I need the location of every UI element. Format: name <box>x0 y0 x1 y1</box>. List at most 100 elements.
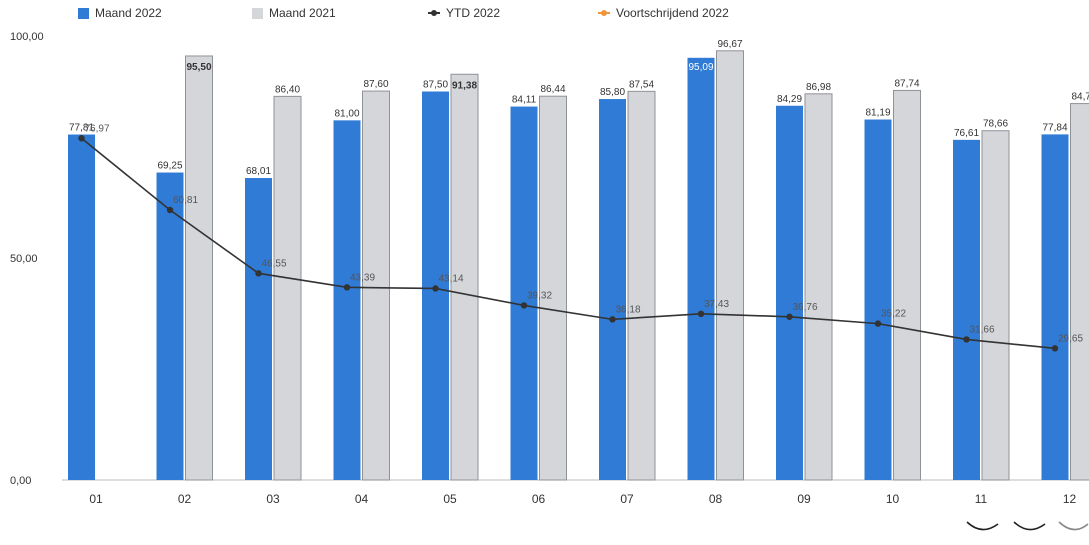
bar-label-maand-2022: 77,84 <box>1042 122 1067 133</box>
ytd-2022-label: 31,66 <box>970 324 995 335</box>
legend-item[interactable]: Maand 2022 <box>78 6 162 20</box>
legend-swatch <box>252 7 263 19</box>
x-tick-label: 05 <box>443 492 457 506</box>
y-tick-label: 50,00 <box>10 253 38 265</box>
bar-maand-2022 <box>776 105 803 480</box>
bar-maand-2021 <box>273 95 302 481</box>
bar-maand-2022 <box>953 139 980 480</box>
bar-maand-2022 <box>245 178 272 481</box>
ytd-2022-label: 36,18 <box>616 304 641 315</box>
ytd-2022-point <box>963 336 970 343</box>
bar-maand-2022 <box>1041 134 1069 481</box>
bar-maand-2021 <box>804 93 833 481</box>
bar-maand-2021 <box>362 90 390 481</box>
x-tick-label: 09 <box>797 492 811 506</box>
ytd-2022-label: 43,39 <box>350 272 375 283</box>
bar-label-maand-2021: 78,66 <box>983 119 1008 130</box>
ytd-2022-point <box>520 302 528 309</box>
ytd-2022-point <box>343 284 351 291</box>
x-tick-label: 06 <box>532 492 546 506</box>
bar-label-maand-2022: 81,00 <box>334 108 359 119</box>
x-tick-label: 08 <box>709 492 723 506</box>
ytd-2022-point <box>166 206 174 214</box>
legend-item[interactable]: Voortschrijdend 2022 <box>598 6 729 20</box>
bar-label-maand-2022: 77,81 <box>69 123 94 134</box>
legend-item[interactable]: Maand 2021 <box>252 6 336 20</box>
bar-label-maand-2022: 81,19 <box>865 108 890 119</box>
bar-maand-2021 <box>539 95 567 481</box>
x-tick-label: 01 <box>89 492 103 506</box>
bar-label-maand-2021: 87,74 <box>894 78 919 89</box>
bar-label-maand-2021: 86,44 <box>540 84 565 95</box>
ytd-2022-label: 35,22 <box>881 309 906 320</box>
ytd-2022-point <box>786 313 793 320</box>
bar-label-maand-2021: 84,78 <box>1071 92 1089 103</box>
bar-label-maand-2021: 91,38 <box>452 80 477 91</box>
ytd-2022-label: 46,55 <box>262 258 287 269</box>
x-tick-label: 07 <box>620 492 634 506</box>
bar-label-maand-2022: 84,29 <box>777 94 802 105</box>
ytd-2022-label: 60,81 <box>173 195 198 206</box>
x-tick-label: 11 <box>975 492 988 506</box>
bar-label-maand-2021: 96,67 <box>717 39 742 50</box>
legend-label: Maand 2021 <box>269 6 336 20</box>
bar-maand-2022 <box>68 134 95 480</box>
bar-label-maand-2022: 87,50 <box>423 80 448 91</box>
bar-maand-2021 <box>893 89 921 481</box>
bar-maand-2021 <box>1070 103 1089 481</box>
bar-label-maand-2021: 87,60 <box>363 79 388 90</box>
bar-label-maand-2022: 76,61 <box>954 128 979 139</box>
bar-maand-2022 <box>687 57 715 480</box>
legend-label: YTD 2022 <box>446 6 501 20</box>
ytd-2022-line <box>80 137 1056 350</box>
bar-label-maand-2022: 69,25 <box>157 161 182 172</box>
bar-label-maand-2022: 85,80 <box>600 87 625 98</box>
legend-swatch <box>78 7 89 19</box>
legend-item[interactable]: YTD 2022 <box>428 6 500 20</box>
bar-label-maand-2022: 68,01 <box>246 166 271 177</box>
bar-label-maand-2021: 86,98 <box>806 82 831 93</box>
x-tick-label: 03 <box>266 492 280 506</box>
x-tick-label: 04 <box>355 492 369 506</box>
ytd-2022-point <box>78 135 85 142</box>
ytd-2022-label: 39,32 <box>527 290 552 301</box>
bar-maand-2022 <box>333 120 361 481</box>
bar-maand-2021 <box>716 50 744 481</box>
ytd-2022-point <box>255 270 262 277</box>
legend-line-marker <box>598 7 610 19</box>
bar-label-maand-2021: 95,50 <box>186 62 211 73</box>
ytd-2022-label: 29,65 <box>1058 333 1083 344</box>
ytd-2022-label: 36,76 <box>793 302 818 313</box>
bar-maand-2022 <box>864 119 892 480</box>
ytd-2022-label: 76,97 <box>85 123 110 134</box>
ytd-2022-point <box>1051 345 1059 352</box>
bar-maand-2022 <box>510 106 538 480</box>
bar-label-maand-2021: 86,40 <box>275 84 300 95</box>
bar-label-maand-2022: 95,09 <box>688 62 713 73</box>
x-tick-label: 10 <box>886 492 900 506</box>
ytd-2022-point <box>609 316 616 323</box>
x-tick-label: 12 <box>1063 492 1077 506</box>
x-tick-label: 02 <box>178 492 192 506</box>
legend-label: Maand 2022 <box>95 6 162 20</box>
y-tick-label: 100,00 <box>10 31 44 43</box>
bar-maand-2022 <box>156 172 184 480</box>
bar-label-maand-2021: 87,54 <box>629 79 654 90</box>
ytd-2022-label: 37,43 <box>704 299 729 310</box>
bar-maand-2021 <box>981 130 1010 481</box>
bar-maand-2021 <box>185 55 213 481</box>
bar-maand-2021 <box>450 73 479 481</box>
ytd-2022-point <box>874 320 882 327</box>
ytd-2022-point <box>697 310 705 318</box>
bar-maand-2021 <box>627 90 656 481</box>
bar-maand-2022 <box>599 99 626 480</box>
y-tick-label: 0,00 <box>10 475 31 487</box>
legend-line-marker <box>428 7 440 19</box>
legend: Maand 2022 Maand 2021 YTD 2022 Voortschrijd… <box>0 6 1089 26</box>
legend-label: Voortschrijdend 2022 <box>616 6 729 20</box>
bar-label-maand-2022: 84,11 <box>512 95 537 106</box>
ytd-2022-point <box>432 285 439 292</box>
corner-arc-decorations <box>966 521 1089 531</box>
ytd-2022-label: 43,14 <box>439 273 464 284</box>
